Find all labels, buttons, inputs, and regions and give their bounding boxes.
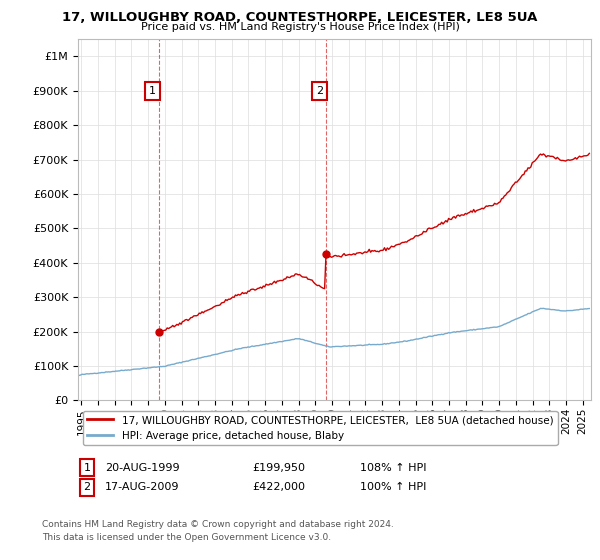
- Text: 1: 1: [149, 86, 155, 96]
- Text: 100% ↑ HPI: 100% ↑ HPI: [360, 482, 427, 492]
- Text: 2: 2: [316, 86, 323, 96]
- Text: 20-AUG-1999: 20-AUG-1999: [105, 463, 179, 473]
- Text: Price paid vs. HM Land Registry's House Price Index (HPI): Price paid vs. HM Land Registry's House …: [140, 22, 460, 32]
- Text: 1: 1: [83, 463, 91, 473]
- Text: 17, WILLOUGHBY ROAD, COUNTESTHORPE, LEICESTER, LE8 5UA: 17, WILLOUGHBY ROAD, COUNTESTHORPE, LEIC…: [62, 11, 538, 24]
- Text: Contains HM Land Registry data © Crown copyright and database right 2024.: Contains HM Land Registry data © Crown c…: [42, 520, 394, 529]
- Text: £199,950: £199,950: [252, 463, 305, 473]
- Legend: 17, WILLOUGHBY ROAD, COUNTESTHORPE, LEICESTER,  LE8 5UA (detached house), HPI: A: 17, WILLOUGHBY ROAD, COUNTESTHORPE, LEIC…: [83, 411, 557, 445]
- Text: 108% ↑ HPI: 108% ↑ HPI: [360, 463, 427, 473]
- Text: 17-AUG-2009: 17-AUG-2009: [105, 482, 179, 492]
- Text: 2: 2: [83, 482, 91, 492]
- Text: £422,000: £422,000: [252, 482, 305, 492]
- Text: This data is licensed under the Open Government Licence v3.0.: This data is licensed under the Open Gov…: [42, 533, 331, 542]
